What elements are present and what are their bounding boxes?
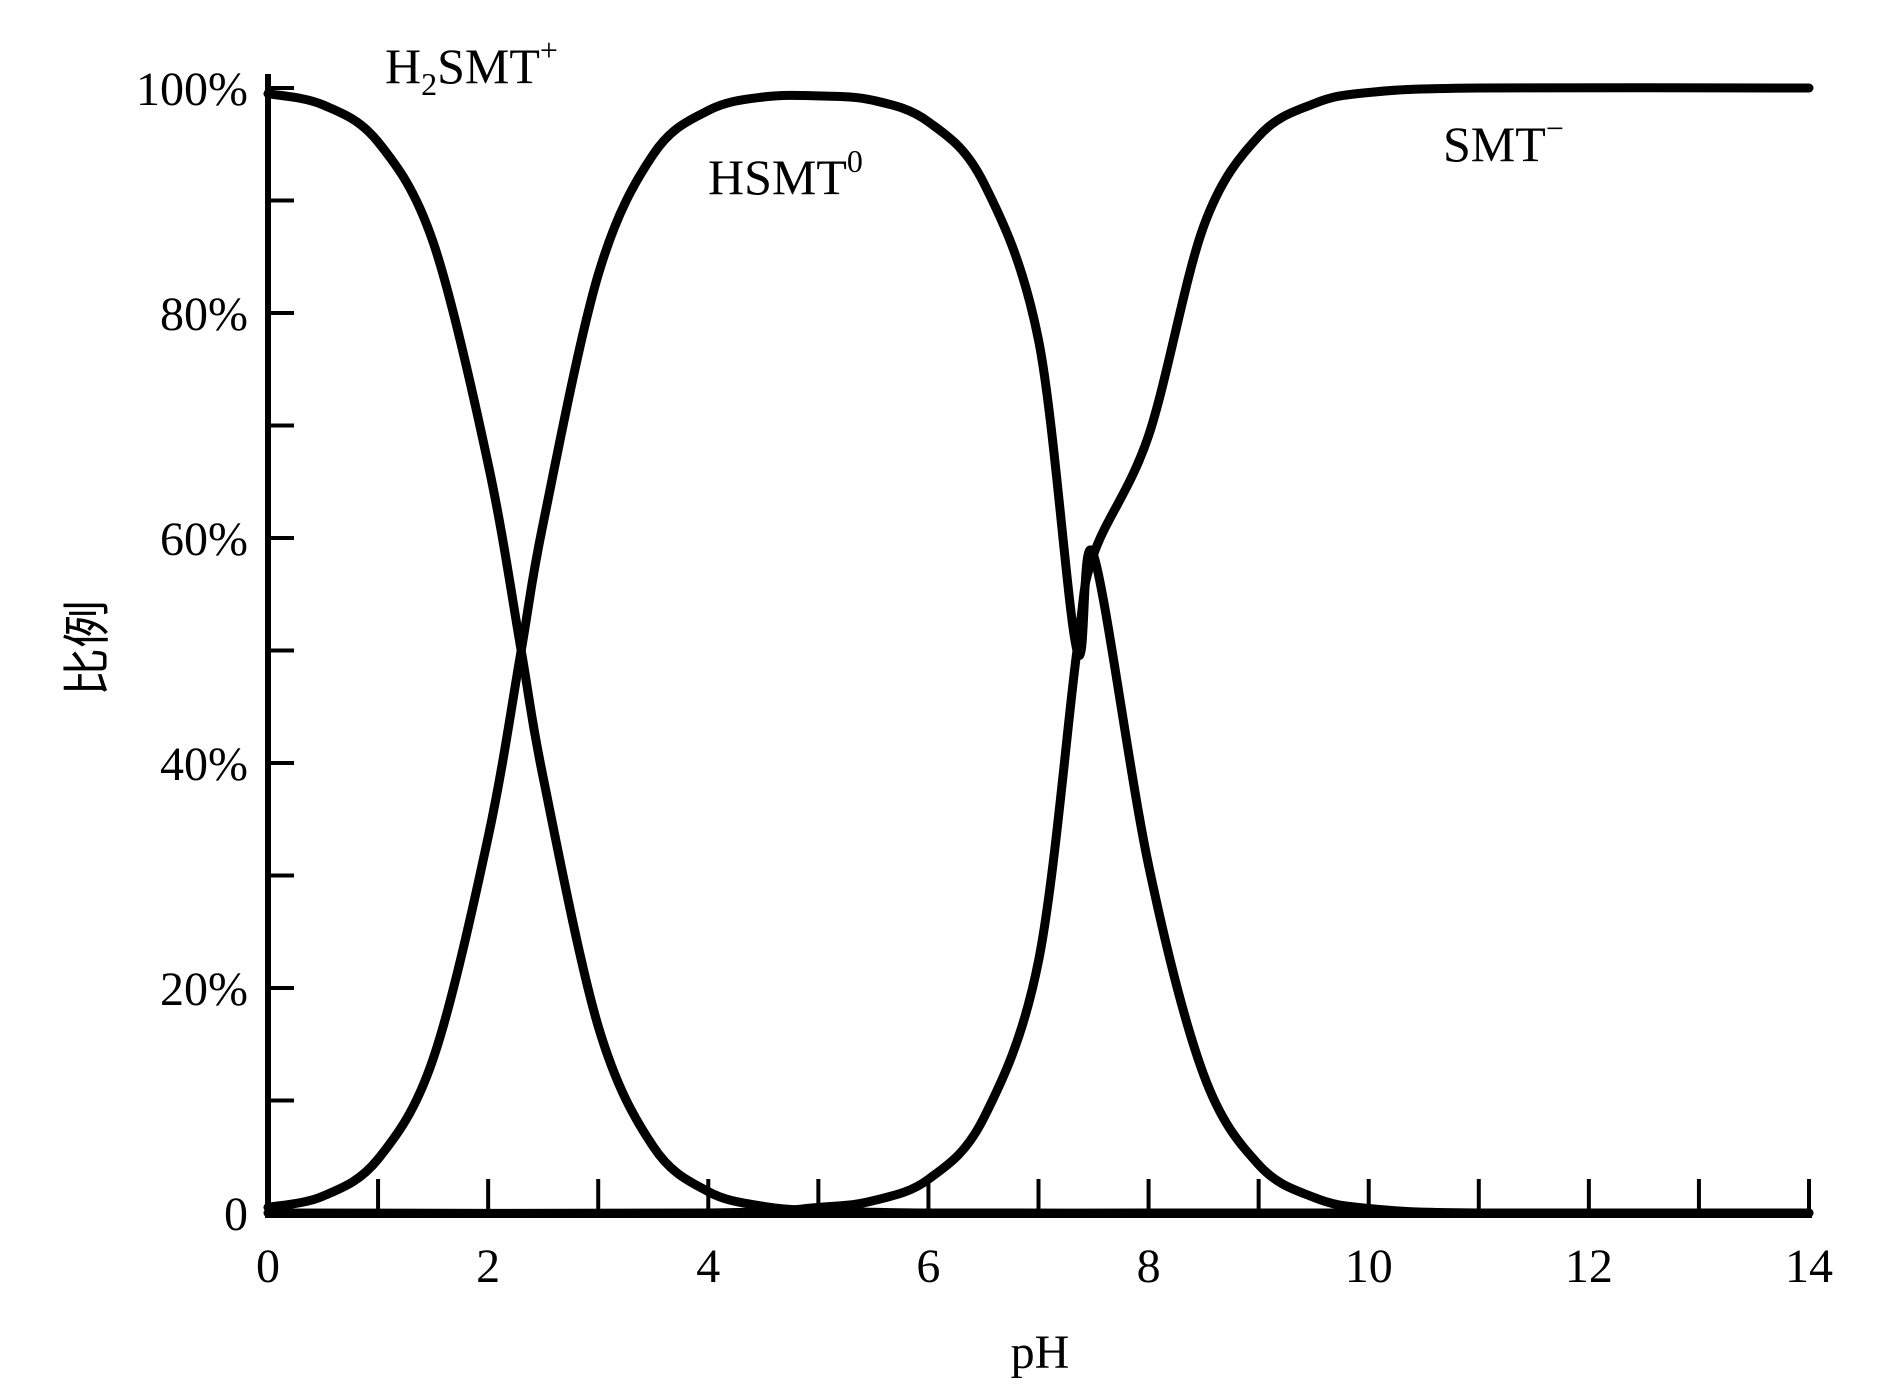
y-tick-label: 80% [160, 288, 248, 341]
x-tick-label: 6 [916, 1240, 940, 1293]
x-tick-label: 4 [696, 1240, 720, 1293]
x-tick-label: 0 [256, 1240, 280, 1293]
x-tick-label: 10 [1345, 1240, 1393, 1293]
hsmt-label: HSMT0 [708, 143, 863, 205]
x-tick-label: 2 [476, 1240, 500, 1293]
y-tick-label: 100% [136, 63, 248, 116]
smt-curve [263, 83, 1814, 1218]
x-axis-label: pH [1011, 1326, 1070, 1379]
axes-frame [265, 74, 1812, 1218]
series-curves [263, 83, 1814, 1218]
tick-labels: 0 2 4 6 8 10 12 14 0 20% 40% 60% 80% 100% [136, 63, 1833, 1293]
hsmt-curve [263, 90, 1814, 1218]
y-tick-label: 40% [160, 738, 248, 791]
x-tick-label: 12 [1565, 1240, 1613, 1293]
h2smt-curve [263, 89, 1814, 1218]
y-tick-label: 60% [160, 513, 248, 566]
series-labels: H2SMT+ HSMT0 SMT− [385, 32, 1564, 205]
x-tick-label: 8 [1137, 1240, 1161, 1293]
smt-label: SMT− [1443, 110, 1564, 172]
x-tick-label: 14 [1785, 1240, 1833, 1293]
axis-ticks [266, 86, 1811, 1215]
h2smt-label: H2SMT+ [385, 32, 558, 102]
y-tick-label: 20% [160, 963, 248, 1016]
y-tick-label: 0 [224, 1188, 248, 1241]
y-axis-label: 比例 [62, 600, 115, 696]
